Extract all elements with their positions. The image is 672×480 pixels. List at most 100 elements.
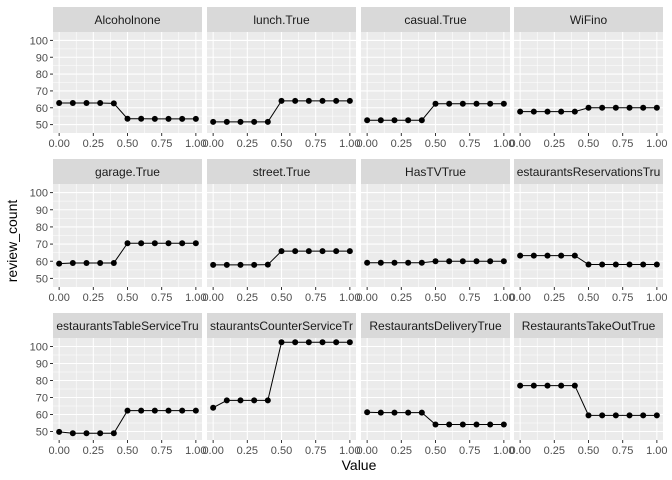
- data-point: [210, 118, 217, 125]
- data-point: [377, 409, 384, 416]
- data-point: [237, 118, 244, 125]
- data-point: [391, 117, 398, 124]
- data-point: [151, 407, 158, 414]
- x-tick-label: 0.50: [117, 445, 138, 457]
- data-point: [138, 115, 145, 122]
- facet-strip-label: RestaurantsDeliveryTrue: [369, 319, 502, 333]
- y-tick-label: 80: [36, 222, 48, 234]
- x-tick-label: 1.00: [493, 445, 514, 457]
- x-tick-label: 0.50: [271, 138, 292, 150]
- data-point: [83, 430, 90, 437]
- y-tick-label: 60: [36, 256, 48, 268]
- data-point: [264, 397, 271, 404]
- facet-panel: casual.True 0.00 0.25 0.50 0.75 1.00: [356, 7, 515, 150]
- x-tick-label: 1.00: [339, 138, 360, 150]
- facet-panels: Alcoholnone 0.00 0.25 0.50 0.75 1.00 50 60 70 80 9…: [30, 7, 668, 457]
- facet-strip-label: estaurantsTableServiceTru: [56, 319, 198, 333]
- y-tick-label: 60: [36, 410, 48, 422]
- data-point: [599, 412, 606, 419]
- facet-panel: lunch.True 0.00 0.25 0.50 0.75 1.00: [202, 7, 361, 150]
- data-point: [292, 248, 299, 255]
- data-point: [544, 108, 551, 115]
- facet-strip-label: staurantsCounterServiceTr: [210, 319, 353, 333]
- data-point: [264, 118, 271, 125]
- facet-strip: [53, 159, 202, 184]
- data-point: [346, 97, 353, 104]
- data-point: [640, 412, 647, 419]
- x-tick-label: 0.75: [612, 445, 633, 457]
- data-point: [264, 261, 271, 268]
- data-point: [473, 258, 480, 265]
- data-point: [237, 261, 244, 268]
- data-point: [653, 412, 660, 419]
- data-point: [599, 261, 606, 268]
- x-tick-label: 0.00: [202, 138, 223, 150]
- facet-strip-label: WiFino: [570, 13, 608, 27]
- data-point: [517, 382, 524, 389]
- data-point: [405, 259, 412, 266]
- facet-strip: [207, 159, 356, 184]
- data-point: [251, 261, 258, 268]
- facet-strip-label: estaurantsReservationsTru: [517, 165, 661, 179]
- data-point: [69, 100, 76, 107]
- data-point: [251, 397, 258, 404]
- data-point: [418, 259, 425, 266]
- x-tick-label: 0.00: [356, 445, 377, 457]
- data-point: [278, 339, 285, 346]
- data-point: [165, 407, 172, 414]
- facet-panel: WiFino 0.00 0.25 0.50 0.75 1.00: [509, 7, 668, 150]
- x-tick-label: 0.50: [117, 292, 138, 304]
- y-tick-label: 80: [36, 376, 48, 388]
- data-point: [487, 100, 494, 107]
- data-point: [251, 118, 258, 125]
- data-point: [124, 240, 131, 247]
- x-tick-label: 0.00: [509, 445, 530, 457]
- data-point: [124, 407, 131, 414]
- y-tick-label: 90: [36, 205, 48, 217]
- data-point: [612, 104, 619, 111]
- x-tick-label: 1.00: [185, 292, 206, 304]
- data-point: [544, 252, 551, 259]
- data-point: [305, 339, 312, 346]
- x-tick-label: 0.75: [459, 138, 480, 150]
- data-point: [558, 252, 565, 259]
- facet-strip: [207, 7, 356, 32]
- data-point: [192, 240, 199, 247]
- data-point: [319, 248, 326, 255]
- facet-panel: estaurantsTableServiceTru 0.00 0.25 0.50 0.7…: [30, 313, 207, 457]
- data-point: [319, 339, 326, 346]
- data-point: [418, 409, 425, 416]
- facet-strip-label: Alcoholnone: [94, 13, 160, 27]
- data-point: [571, 382, 578, 389]
- facet-strip-label: street.True: [253, 165, 311, 179]
- x-tick-label: 0.00: [356, 292, 377, 304]
- x-tick-label: 0.75: [151, 138, 172, 150]
- data-point: [179, 407, 186, 414]
- facet-panel: RestaurantsTakeOutTrue 0.00 0.25 0.50 0.75 1.…: [509, 313, 668, 457]
- facet-strip: [361, 7, 510, 32]
- facet-panel: street.True 0.00 0.25 0.50 0.75 1.00: [202, 159, 361, 304]
- x-tick-label: 0.00: [48, 445, 69, 457]
- facet-strip-label: HasTVTrue: [405, 165, 466, 179]
- data-point: [333, 97, 340, 104]
- data-point: [97, 259, 104, 266]
- x-tick-label: 0.50: [578, 138, 599, 150]
- data-point: [391, 259, 398, 266]
- x-tick-label: 0.00: [509, 138, 530, 150]
- data-point: [124, 115, 131, 122]
- data-point: [626, 412, 633, 419]
- data-point: [223, 397, 230, 404]
- x-tick-label: 0.00: [202, 445, 223, 457]
- x-tick-label: 1.00: [339, 445, 360, 457]
- x-tick-label: 0.00: [48, 138, 69, 150]
- data-point: [626, 104, 633, 111]
- data-point: [151, 115, 158, 122]
- data-point: [305, 248, 312, 255]
- x-tick-label: 0.75: [151, 292, 172, 304]
- data-point: [653, 261, 660, 268]
- data-point: [69, 259, 76, 266]
- data-point: [459, 100, 466, 107]
- data-point: [558, 108, 565, 115]
- data-point: [165, 240, 172, 247]
